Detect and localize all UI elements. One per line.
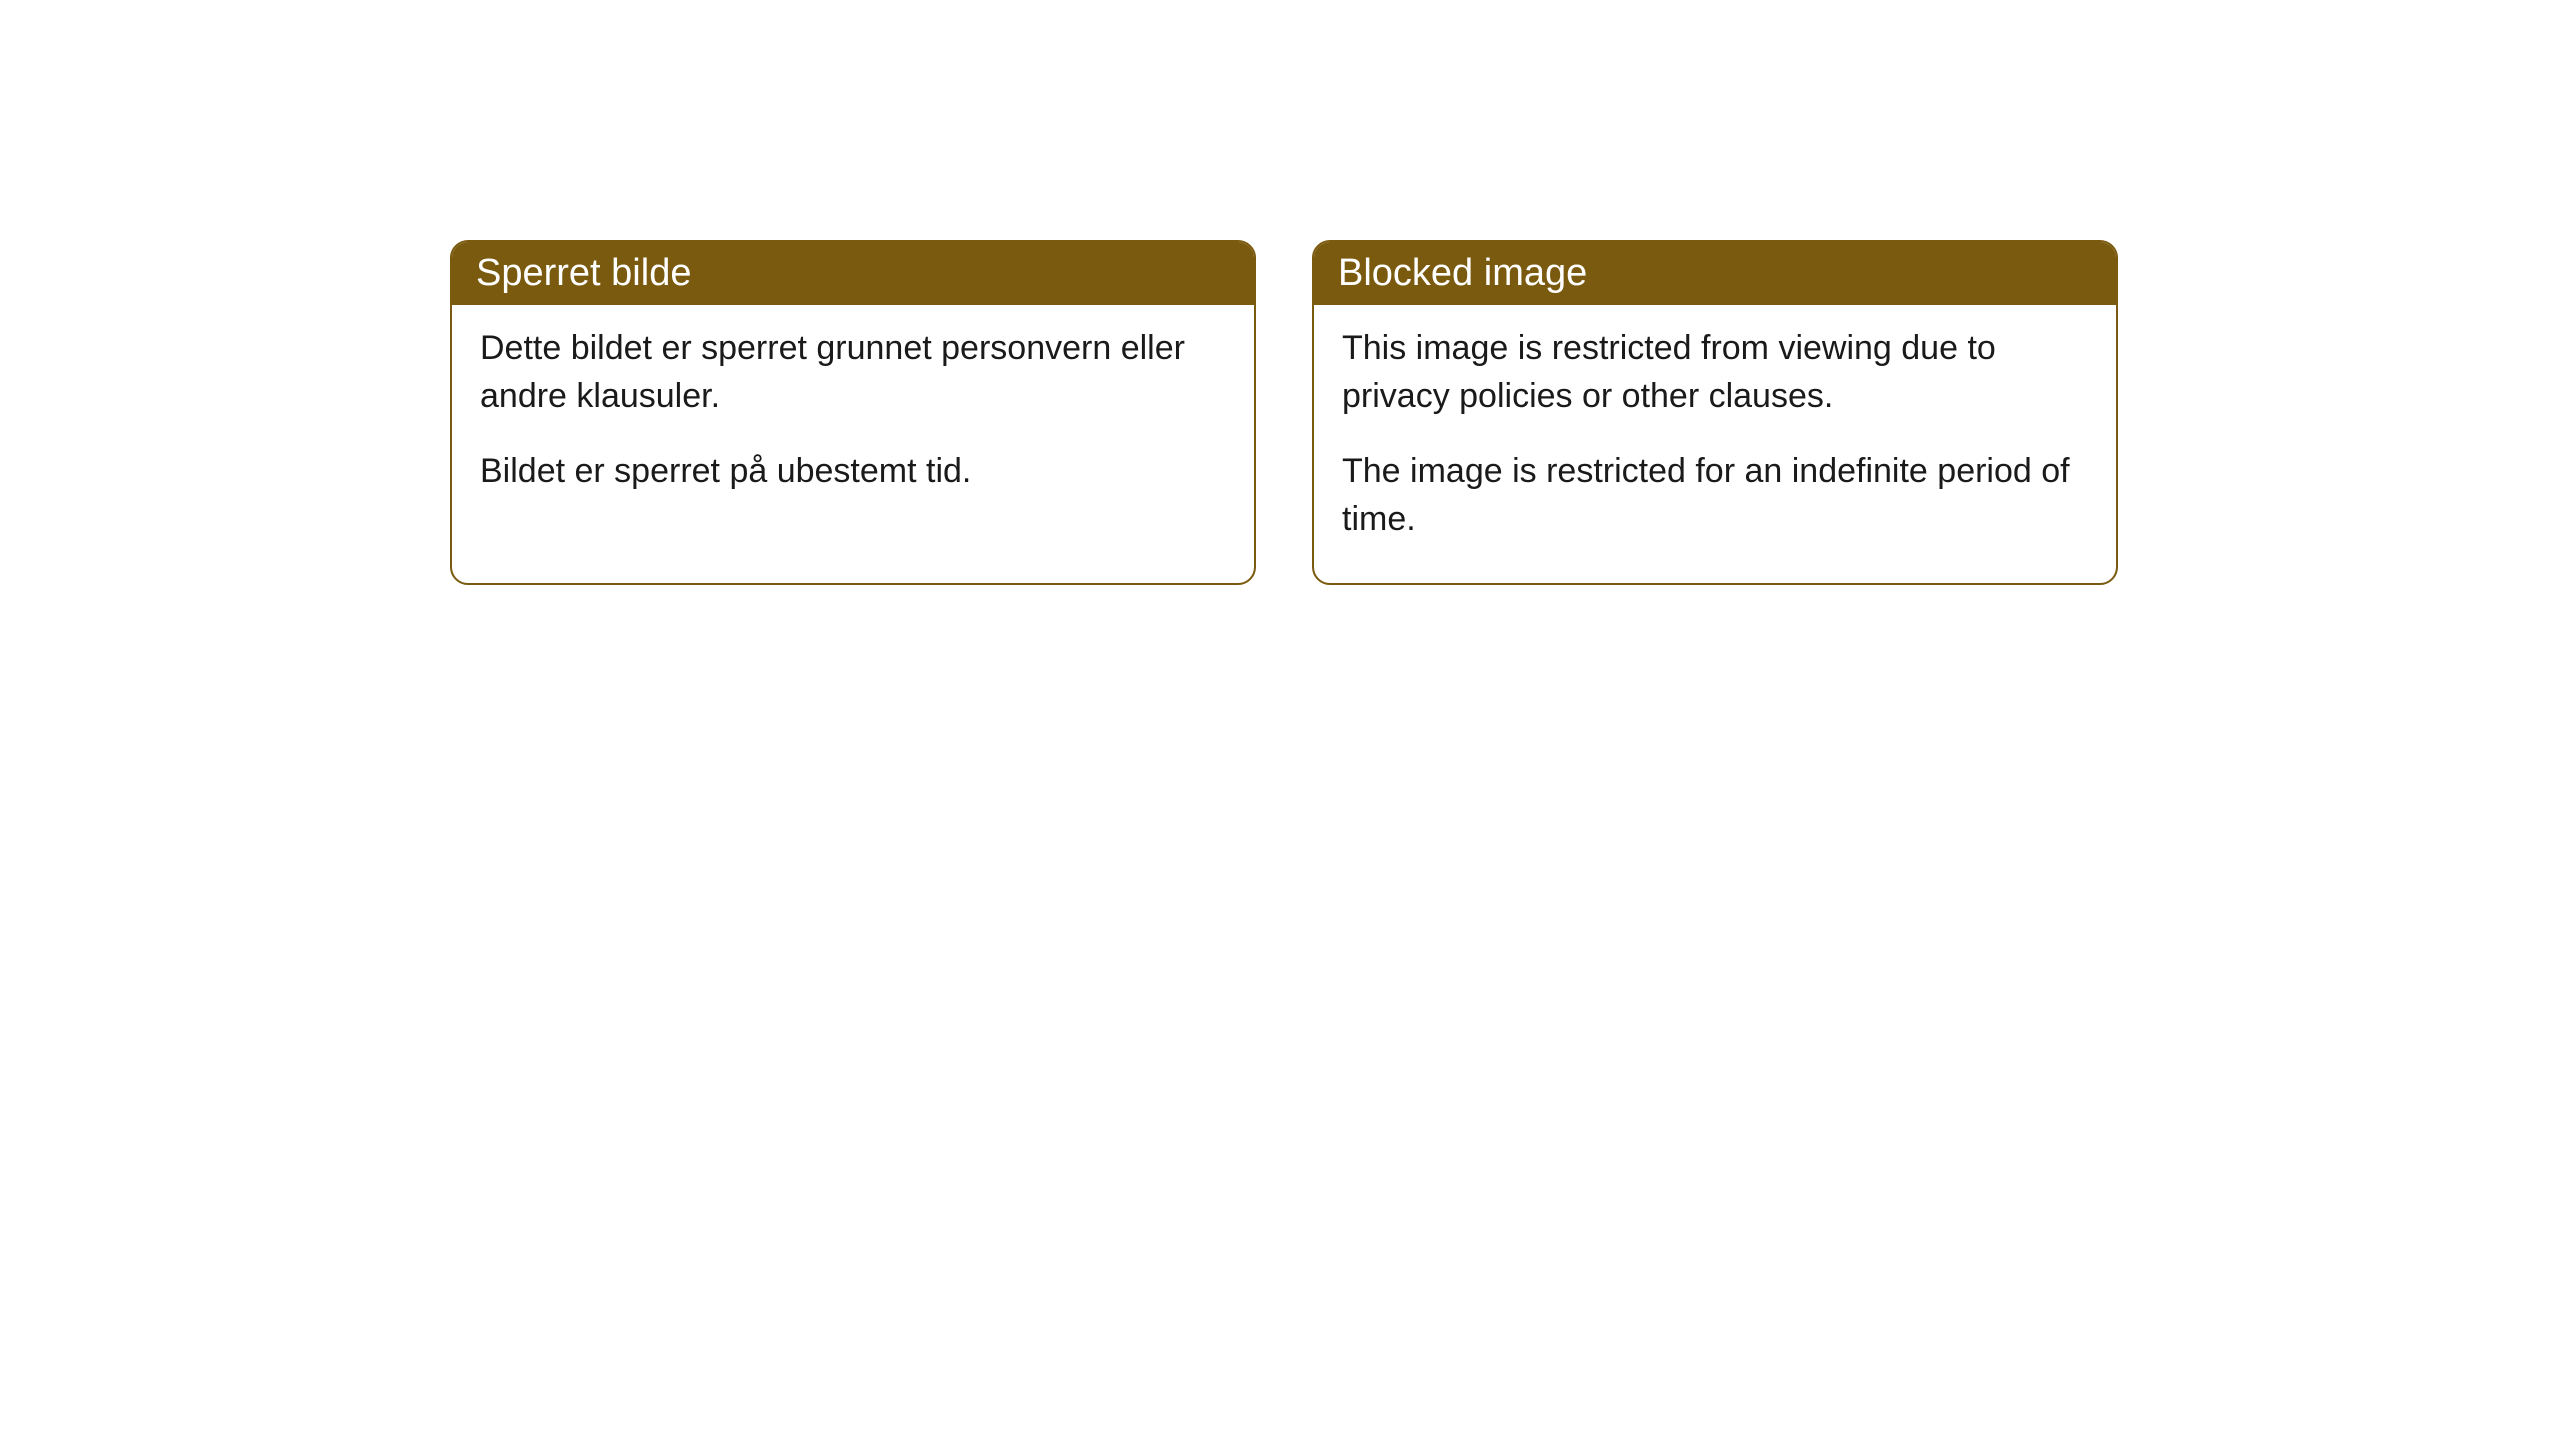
message-box-norwegian: Sperret bilde Dette bildet er sperret gr… [450,240,1256,585]
message-container: Sperret bilde Dette bildet er sperret gr… [450,240,2118,585]
message-paragraph: Bildet er sperret på ubestemt tid. [480,448,1226,496]
message-paragraph: This image is restricted from viewing du… [1342,325,2088,420]
message-paragraph: The image is restricted for an indefinit… [1342,448,2088,543]
box-title: Sperret bilde [476,252,691,294]
message-body-english: This image is restricted from viewing du… [1314,305,2116,583]
message-paragraph: Dette bildet er sperret grunnet personve… [480,325,1226,420]
box-title: Blocked image [1338,252,1587,294]
message-body-norwegian: Dette bildet er sperret grunnet personve… [452,305,1254,536]
message-header-norwegian: Sperret bilde [452,242,1254,305]
message-box-english: Blocked image This image is restricted f… [1312,240,2118,585]
message-header-english: Blocked image [1314,242,2116,305]
